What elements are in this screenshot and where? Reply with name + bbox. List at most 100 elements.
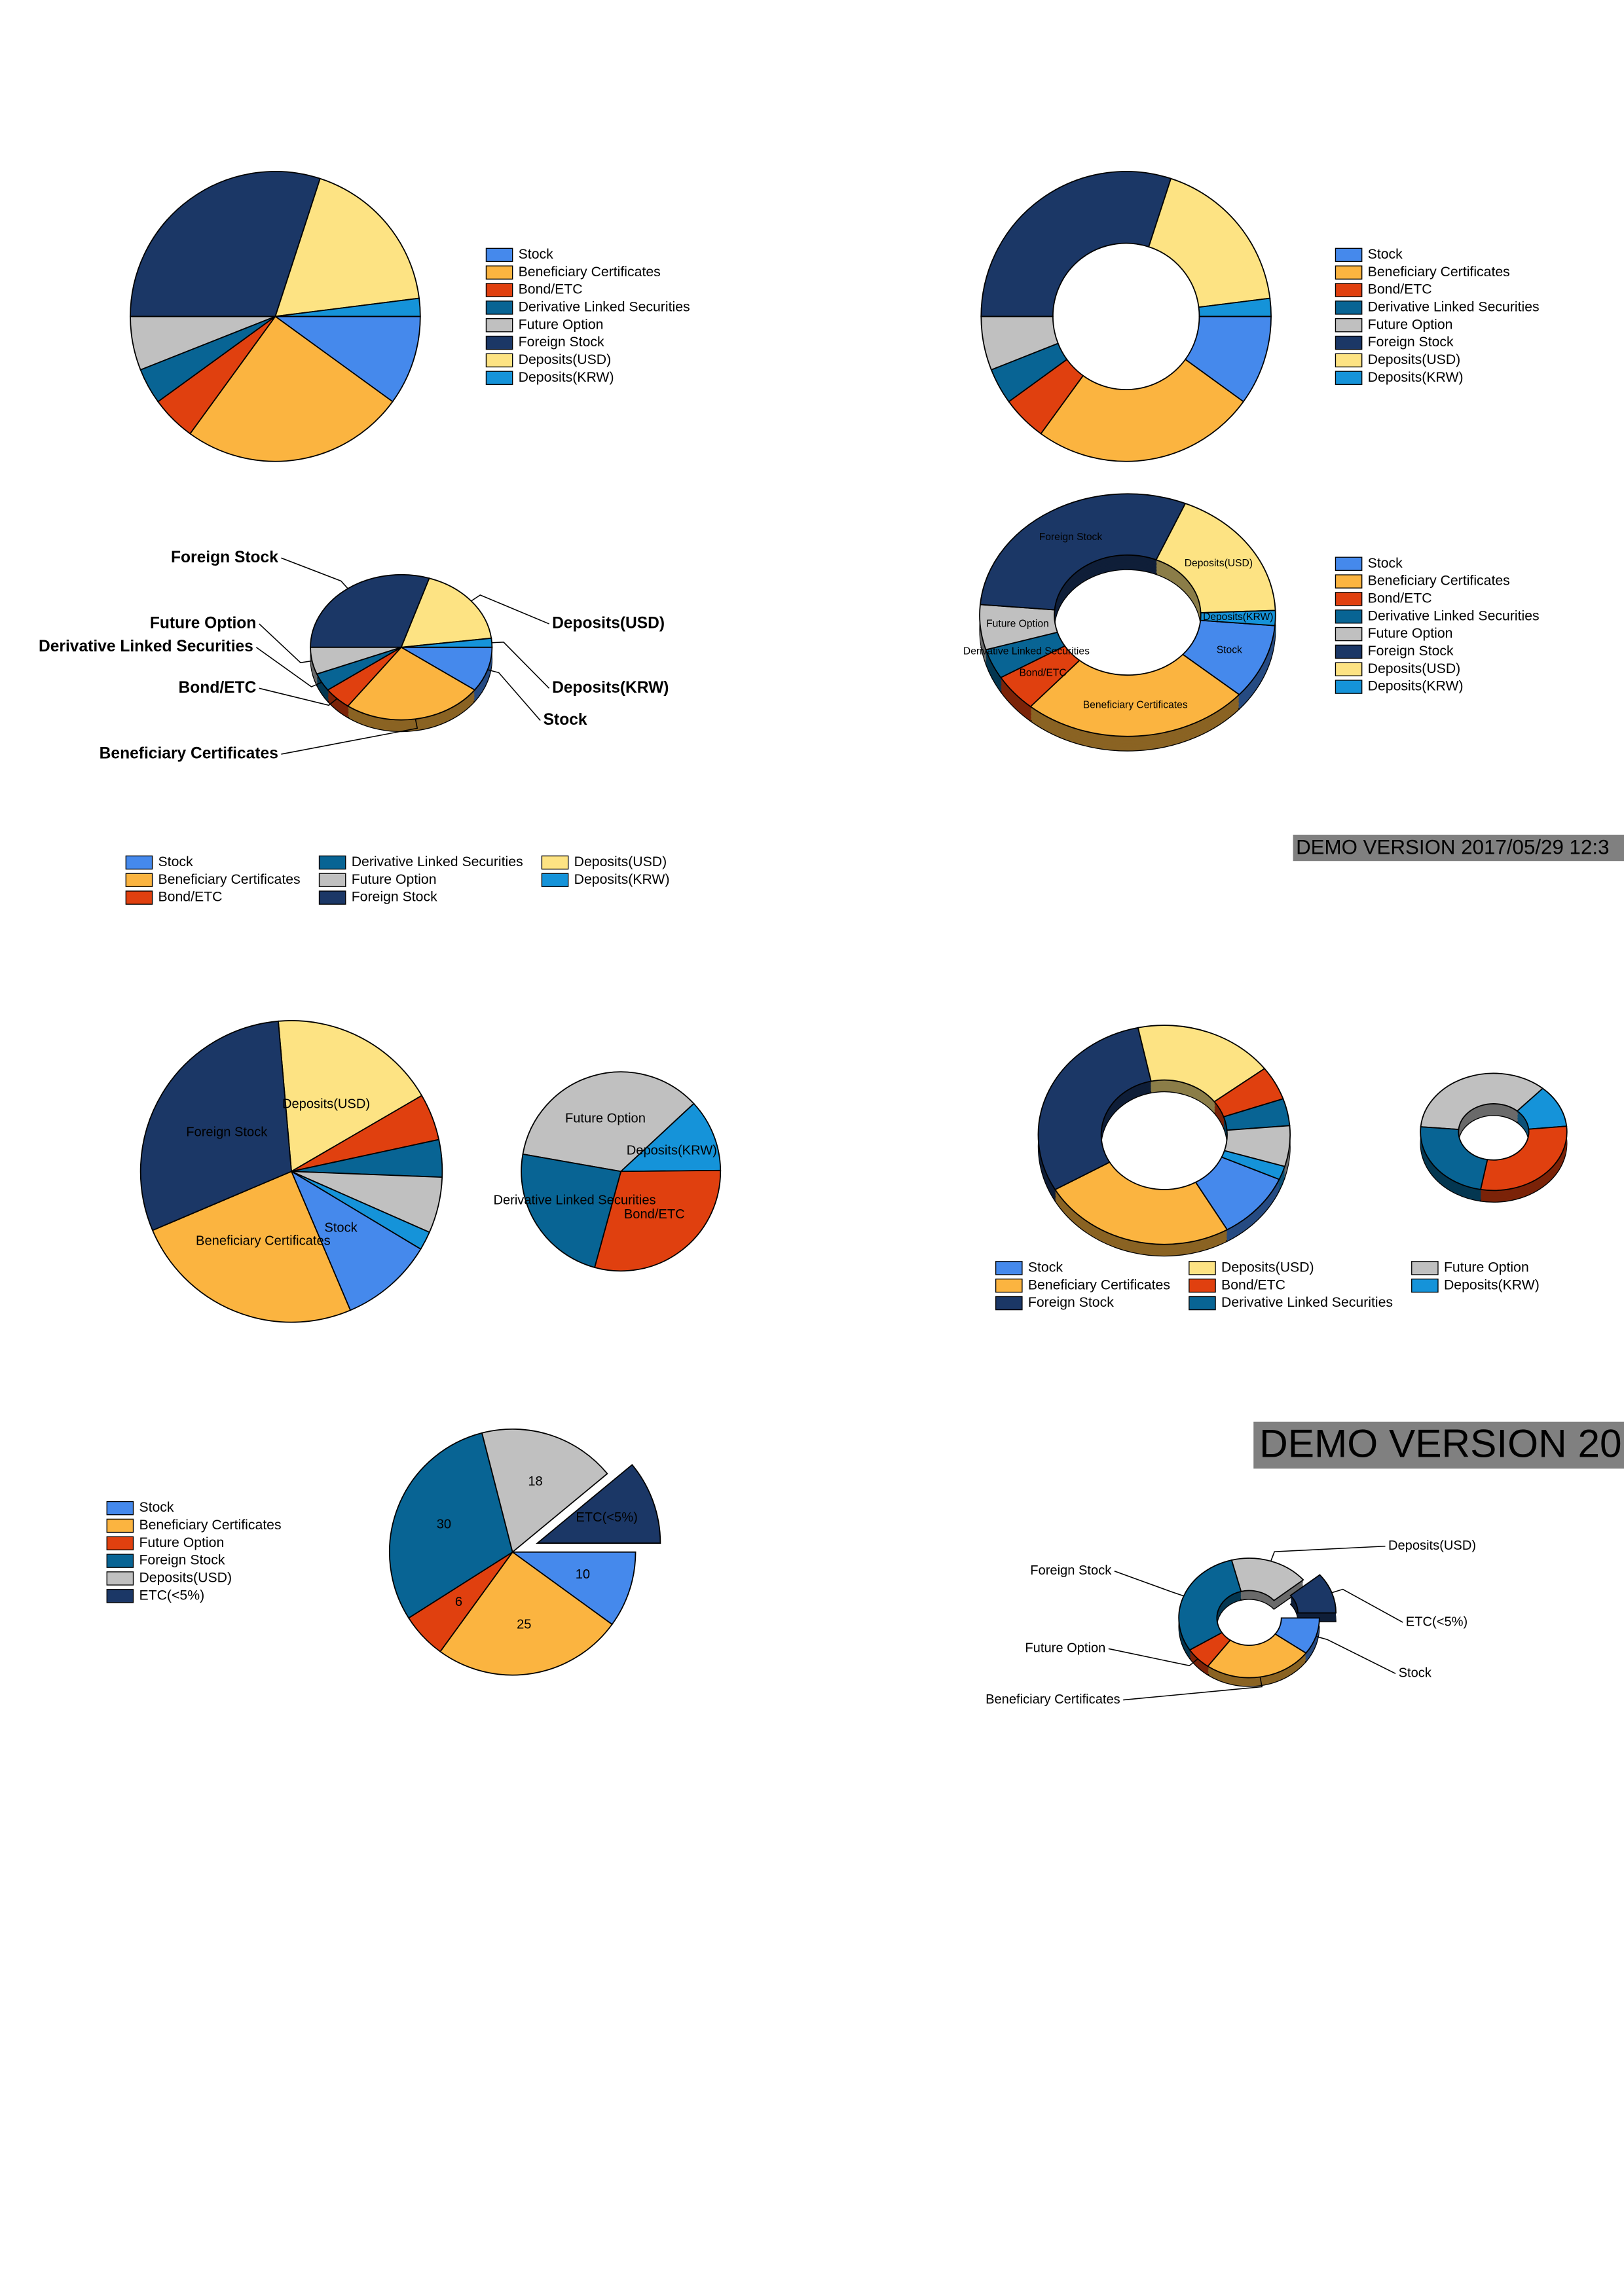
legend-label: Deposits(KRW) <box>519 369 614 385</box>
leader-line <box>281 719 418 755</box>
legend-label: Deposits(USD) <box>1221 1259 1314 1275</box>
legend-label: Stock <box>139 1499 174 1515</box>
slice-label: 18 <box>528 1474 542 1489</box>
slice <box>1420 1126 1488 1190</box>
slice-label: Stock <box>1399 1666 1432 1681</box>
slice <box>275 297 421 318</box>
slice <box>1137 1025 1266 1102</box>
legend-label: Foreign Stock <box>519 334 604 350</box>
legend-label: Stock <box>519 246 553 262</box>
legend-swatch <box>485 247 513 263</box>
legend-swatch <box>125 890 153 905</box>
legend-swatch <box>1189 1261 1216 1275</box>
legend-label: Future Option <box>352 871 437 887</box>
leader-line <box>1108 1648 1198 1667</box>
legend-label: ETC(<5%) <box>139 1587 204 1603</box>
slice <box>439 1551 613 1676</box>
slice <box>1148 177 1271 308</box>
slice-label: Foreign Stock <box>1039 532 1103 543</box>
legend-swatch <box>1335 371 1363 385</box>
leader-line <box>281 557 348 589</box>
legend-label: Bond/ETC <box>1368 282 1432 297</box>
legend-label: Deposits(KRW) <box>1444 1277 1540 1292</box>
slice-label: Deposits(USD) <box>552 614 665 632</box>
demo-banner-bg <box>1293 834 1624 862</box>
slice <box>481 1428 608 1554</box>
legend-swatch <box>541 873 569 888</box>
leader-line <box>1123 1677 1263 1701</box>
legend-label: Future Option <box>139 1535 224 1550</box>
legend-swatch <box>485 353 513 368</box>
slice <box>130 171 321 318</box>
slice <box>1198 297 1272 318</box>
legend-swatch <box>485 371 513 385</box>
slice-label: Future Option <box>1025 1641 1105 1656</box>
slice-label: Bond/ETC <box>1019 668 1066 679</box>
slice <box>1221 1150 1286 1180</box>
slice <box>1029 653 1240 737</box>
slice <box>1040 358 1245 462</box>
leader-line <box>259 623 312 663</box>
legend-swatch <box>1189 1278 1216 1293</box>
legend-swatch <box>1335 574 1363 589</box>
legend-swatch <box>1335 610 1363 624</box>
slice <box>536 1464 661 1544</box>
slice-label: ETC(<5%) <box>1406 1614 1467 1629</box>
legend-swatch <box>1335 247 1363 263</box>
legend-label: Beneficiary Certificates <box>1368 264 1510 280</box>
slice-label: Deposits(USD) <box>1185 558 1253 569</box>
slice-label: Beneficiary Certificates <box>986 1692 1120 1707</box>
legend-label: Foreign Stock <box>352 889 437 905</box>
legend-swatch <box>1335 301 1363 315</box>
demo-banner-bg <box>1253 1421 1624 1469</box>
legend-label: Derivative Linked Securities <box>1368 608 1540 623</box>
legend-label: Deposits(USD) <box>574 854 667 869</box>
slice <box>1479 1125 1568 1192</box>
legend-swatch <box>1335 318 1363 333</box>
leader-line <box>1316 1635 1396 1675</box>
legend-swatch <box>1335 627 1363 642</box>
slice <box>980 171 1172 318</box>
slice <box>310 574 430 648</box>
legend-label: Foreign Stock <box>139 1552 225 1568</box>
slice-label: Bond/ETC <box>179 679 257 697</box>
slice-label: Future Option <box>565 1111 646 1125</box>
legend-swatch <box>106 1536 134 1551</box>
slice <box>277 1020 423 1173</box>
legend-swatch <box>318 873 346 888</box>
legend-swatch <box>995 1296 1023 1311</box>
slice-label: Future Option <box>150 614 256 632</box>
legend-swatch <box>1411 1278 1439 1293</box>
legend-swatch <box>106 1518 134 1533</box>
legend-swatch <box>106 1501 134 1516</box>
slice-label: Deposits(KRW) <box>1203 611 1273 623</box>
slice-label: 25 <box>517 1617 531 1631</box>
legend-swatch <box>1189 1296 1216 1311</box>
legend-swatch <box>1335 680 1363 694</box>
legend-label: Derivative Linked Securities <box>1368 299 1540 315</box>
legend-swatch <box>125 855 153 870</box>
legend-label: Deposits(KRW) <box>1368 678 1464 694</box>
slice-label: Foreign Stock <box>186 1125 268 1139</box>
legend-label: Stock <box>1368 246 1403 262</box>
leader-line <box>255 647 322 687</box>
legend-swatch <box>541 855 569 870</box>
slice-label: Stock <box>1217 645 1242 656</box>
slice <box>388 1432 513 1619</box>
legend-swatch <box>106 1589 134 1603</box>
legend-swatch <box>485 335 513 350</box>
legend-label: Deposits(USD) <box>519 352 612 367</box>
demo-banner: DEMO VERSION 2017/05/29 12:3 <box>1296 835 1609 858</box>
slice <box>274 177 420 318</box>
legend-swatch <box>1335 592 1363 606</box>
legend-label: Beneficiary Certificates <box>139 1517 281 1533</box>
slice-label: Foreign Stock <box>1030 1563 1112 1578</box>
slice-label: Deposits(KRW) <box>552 679 669 697</box>
slice <box>151 1171 352 1323</box>
slice <box>139 1020 292 1231</box>
slice <box>1155 502 1276 613</box>
slice-label: Beneficiary Certificates <box>100 744 278 762</box>
legend-label: Derivative Linked Securities <box>519 299 690 315</box>
slice-label: Beneficiary Certificates <box>196 1233 331 1248</box>
